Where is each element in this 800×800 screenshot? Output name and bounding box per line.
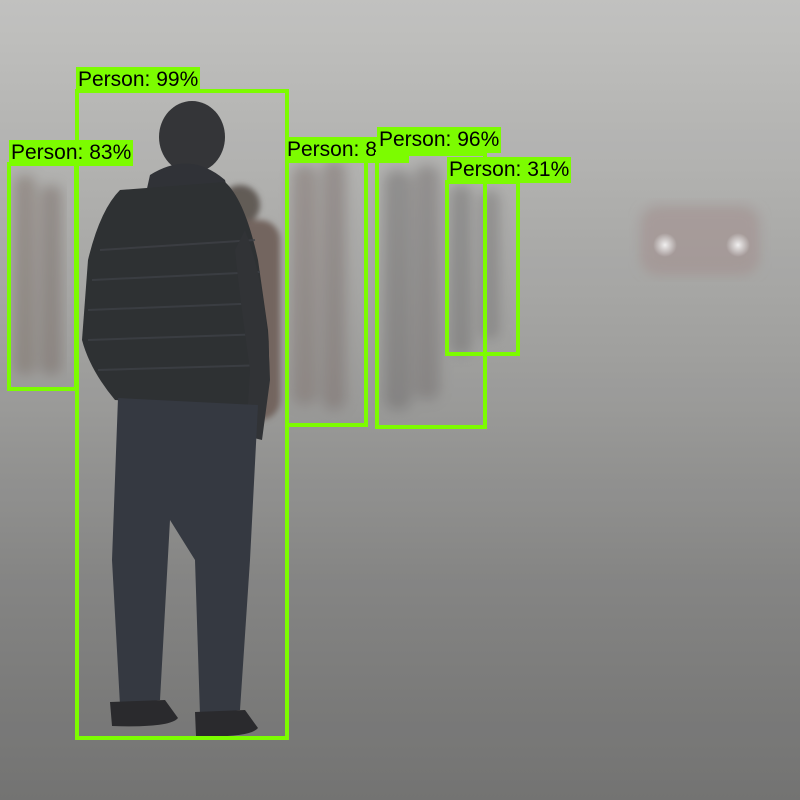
detection-box-person-96 bbox=[375, 152, 487, 429]
detection-box-person-83-left bbox=[7, 162, 78, 391]
detection-box-person-31 bbox=[445, 180, 520, 356]
detection-label-person-96: Person: 96% bbox=[377, 127, 502, 153]
detection-box-person-83-middle bbox=[285, 157, 368, 427]
detection-label-person-99: Person: 99% bbox=[76, 67, 201, 93]
detection-label-person-83-left: Person: 83% bbox=[9, 140, 134, 166]
detection-box-person-99 bbox=[75, 89, 289, 740]
detection-label-person-31: Person: 31% bbox=[447, 157, 572, 183]
